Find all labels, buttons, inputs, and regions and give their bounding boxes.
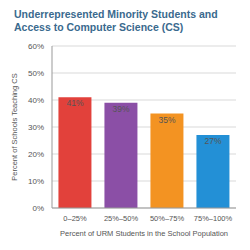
svg-text:0%: 0% [32, 204, 44, 213]
svg-text:60%: 60% [28, 42, 44, 51]
svg-text:30%: 30% [28, 123, 44, 132]
svg-text:39%: 39% [112, 104, 129, 114]
svg-text:25%–50%: 25%–50% [104, 214, 139, 223]
svg-text:50%–75%: 50%–75% [150, 214, 185, 223]
svg-text:Percent of URM Students in the: Percent of URM Students in the School Po… [60, 229, 228, 238]
svg-text:41%: 41% [66, 98, 83, 108]
svg-text:50%: 50% [28, 69, 44, 78]
svg-text:75%–100%: 75%–100% [194, 214, 233, 223]
svg-text:0–25%: 0–25% [63, 214, 87, 223]
svg-text:10%: 10% [28, 177, 44, 186]
svg-text:40%: 40% [28, 96, 44, 105]
svg-text:Percent of Schools Teaching CS: Percent of Schools Teaching CS [10, 73, 19, 180]
svg-text:20%: 20% [28, 150, 44, 159]
svg-text:35%: 35% [158, 115, 175, 125]
svg-text:27%: 27% [204, 136, 221, 146]
html-text:Underrepresented Minority Stud: Underrepresented Minority Students and A… [14, 8, 218, 33]
